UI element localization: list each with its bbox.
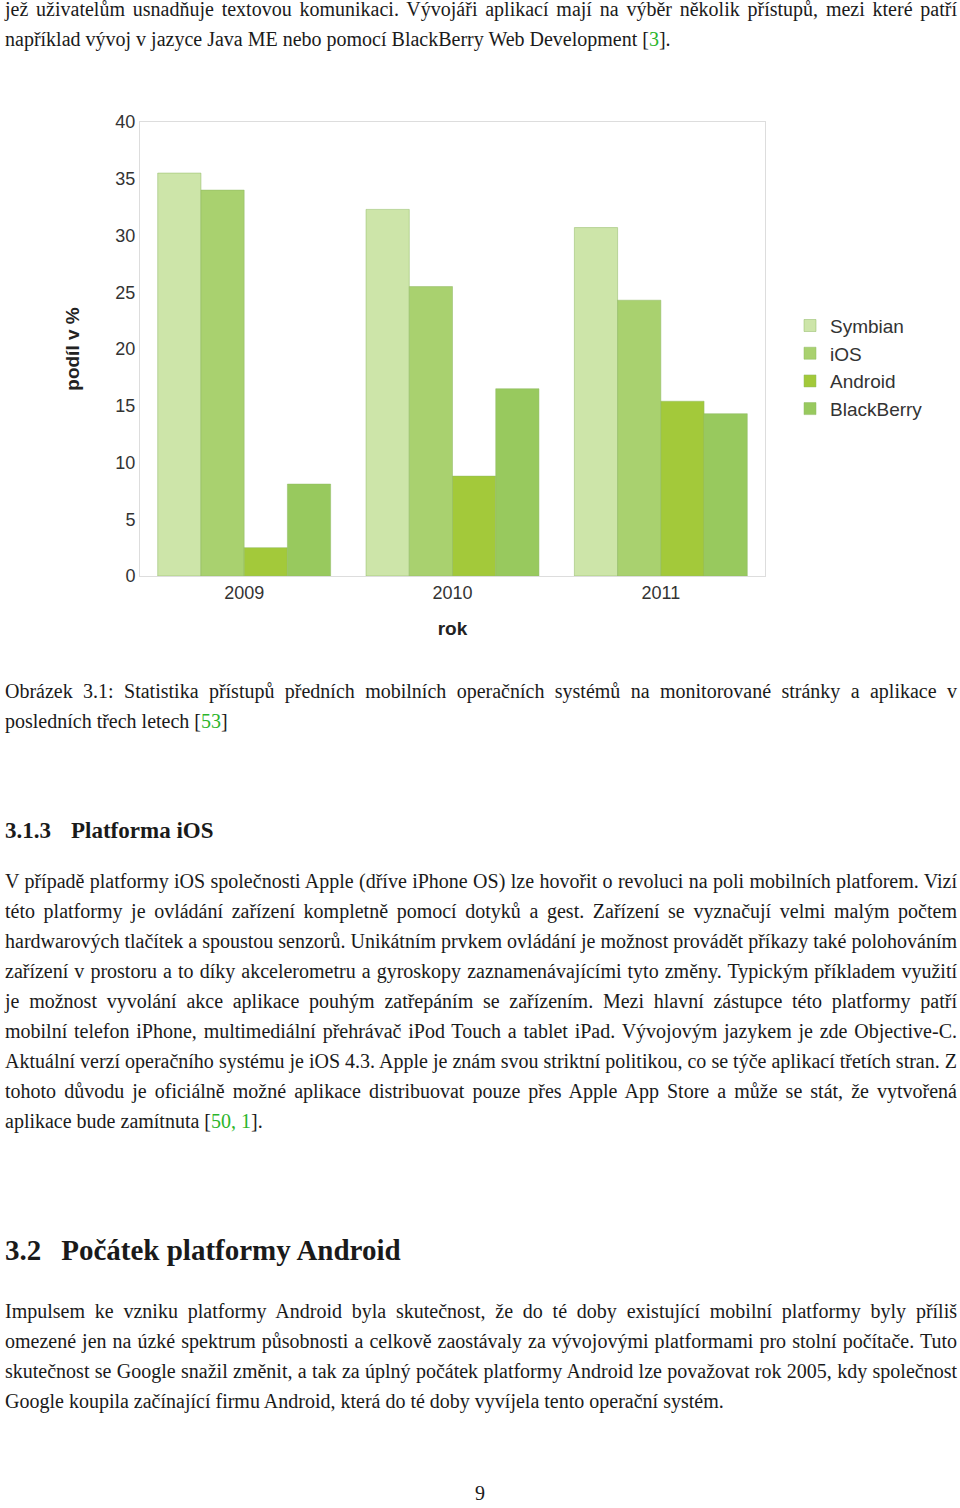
svg-text:iOS: iOS	[830, 344, 862, 365]
svg-text:20: 20	[115, 339, 135, 359]
html-text:3].: 3].	[648, 28, 671, 50]
html-text:3.1.3: 3.1.3	[5, 818, 51, 843]
html-text:Obrázek 3.1: Statistika přístu: Obrázek 3.1: Statistika přístupů předníc…	[5, 680, 957, 732]
svg-text:0: 0	[125, 566, 135, 586]
svg-text:Symbian: Symbian	[830, 316, 904, 337]
svg-text:15: 15	[115, 396, 135, 416]
html-text:Platforma iOS: Platforma iOS	[71, 818, 214, 843]
svg-text:30: 30	[115, 226, 135, 246]
svg-text:5: 5	[125, 510, 135, 530]
html-text:V případě platformy iOS společ: V případě platformy iOS společnosti Appl…	[5, 870, 957, 1132]
svg-text:Android: Android	[830, 371, 896, 392]
svg-text:BlackBerry: BlackBerry	[830, 399, 922, 420]
svg-text:35: 35	[115, 169, 135, 189]
svg-text:25: 25	[115, 283, 135, 303]
html-text:3.2: 3.2	[5, 1234, 42, 1266]
html-text:Počátek platformy Android: Počátek platformy Android	[61, 1234, 401, 1266]
svg-text:2011: 2011	[641, 583, 680, 603]
svg-text:2010: 2010	[432, 583, 472, 603]
svg-text:rok: rok	[438, 618, 468, 639]
svg-text:10: 10	[115, 453, 135, 473]
html-text:9: 9	[475, 1482, 485, 1504]
svg-text:2009: 2009	[224, 583, 264, 603]
svg-text:40: 40	[115, 112, 135, 132]
html-text:Impulsem ke vzniku platformy A: Impulsem ke vzniku platformy Android byl…	[5, 1300, 957, 1412]
svg-text:podíl v %: podíl v %	[62, 307, 83, 391]
